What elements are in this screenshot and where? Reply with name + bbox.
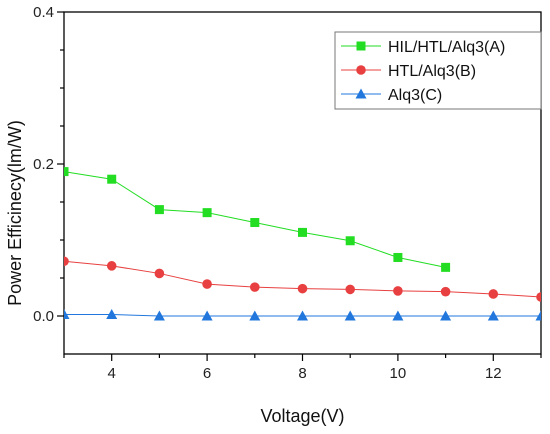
data-point [440,310,452,321]
legend-item: Alq3(C) [341,87,442,104]
x-axis-title: Voltage(V) [260,406,344,426]
data-point [64,167,69,177]
data-point [393,286,403,296]
data-point [154,268,165,279]
data-point [249,310,261,321]
series-3 [64,308,541,321]
legend-label: HIL/HTL/Alq3(A) [388,39,505,56]
axes: 4 6 8 10 12 0.0 0.2 0.4 [33,4,542,382]
data-point [441,262,451,272]
data-point [297,310,308,321]
legend-marker [355,88,367,99]
data-point [297,283,308,294]
legend-item: HIL/HTL/Alq3(A) [341,39,505,56]
legend-item: HTL/Alq3(B) [341,63,476,80]
data-point [64,308,70,319]
data-point [154,205,164,215]
y-tick-label: 0.2 [33,156,54,173]
x-tick-label: 10 [390,365,407,382]
legend-marker [356,41,366,51]
data-point [440,286,451,297]
legend-label: HTL/Alq3(B) [388,63,476,80]
data-point [298,227,307,237]
data-point [106,308,118,319]
data-point [535,310,541,321]
data-point [201,310,213,321]
data-point [345,284,356,295]
data-point [107,174,117,184]
series-1 [64,167,451,272]
data-point [393,252,403,262]
y-axis-title: Power Efficinecy(lm/W) [5,120,25,306]
data-point [202,208,212,218]
series-layer [64,167,541,321]
y-tick-label: 0.0 [33,308,54,325]
data-point [153,310,165,321]
y-tick-label: 0.4 [33,4,54,21]
data-point [487,310,499,321]
x-tick-label: 8 [298,365,306,382]
data-point [392,310,404,321]
legend-label: Alq3(C) [388,87,442,104]
data-point [106,261,117,271]
data-point [344,310,356,321]
data-point [488,289,499,299]
x-tick-label: 6 [203,365,211,382]
data-point [64,256,69,267]
x-tick-label: 12 [485,365,502,382]
data-point [536,292,541,302]
series-2 [64,256,541,302]
data-point [250,218,260,228]
data-point [345,236,355,246]
legend: HIL/HTL/Alq3(A) HTL/Alq3(B) Alq3(C) [334,31,542,110]
x-tick-label: 4 [108,365,116,382]
legend-marker [356,65,366,75]
data-point [202,279,212,289]
data-point [250,282,260,292]
